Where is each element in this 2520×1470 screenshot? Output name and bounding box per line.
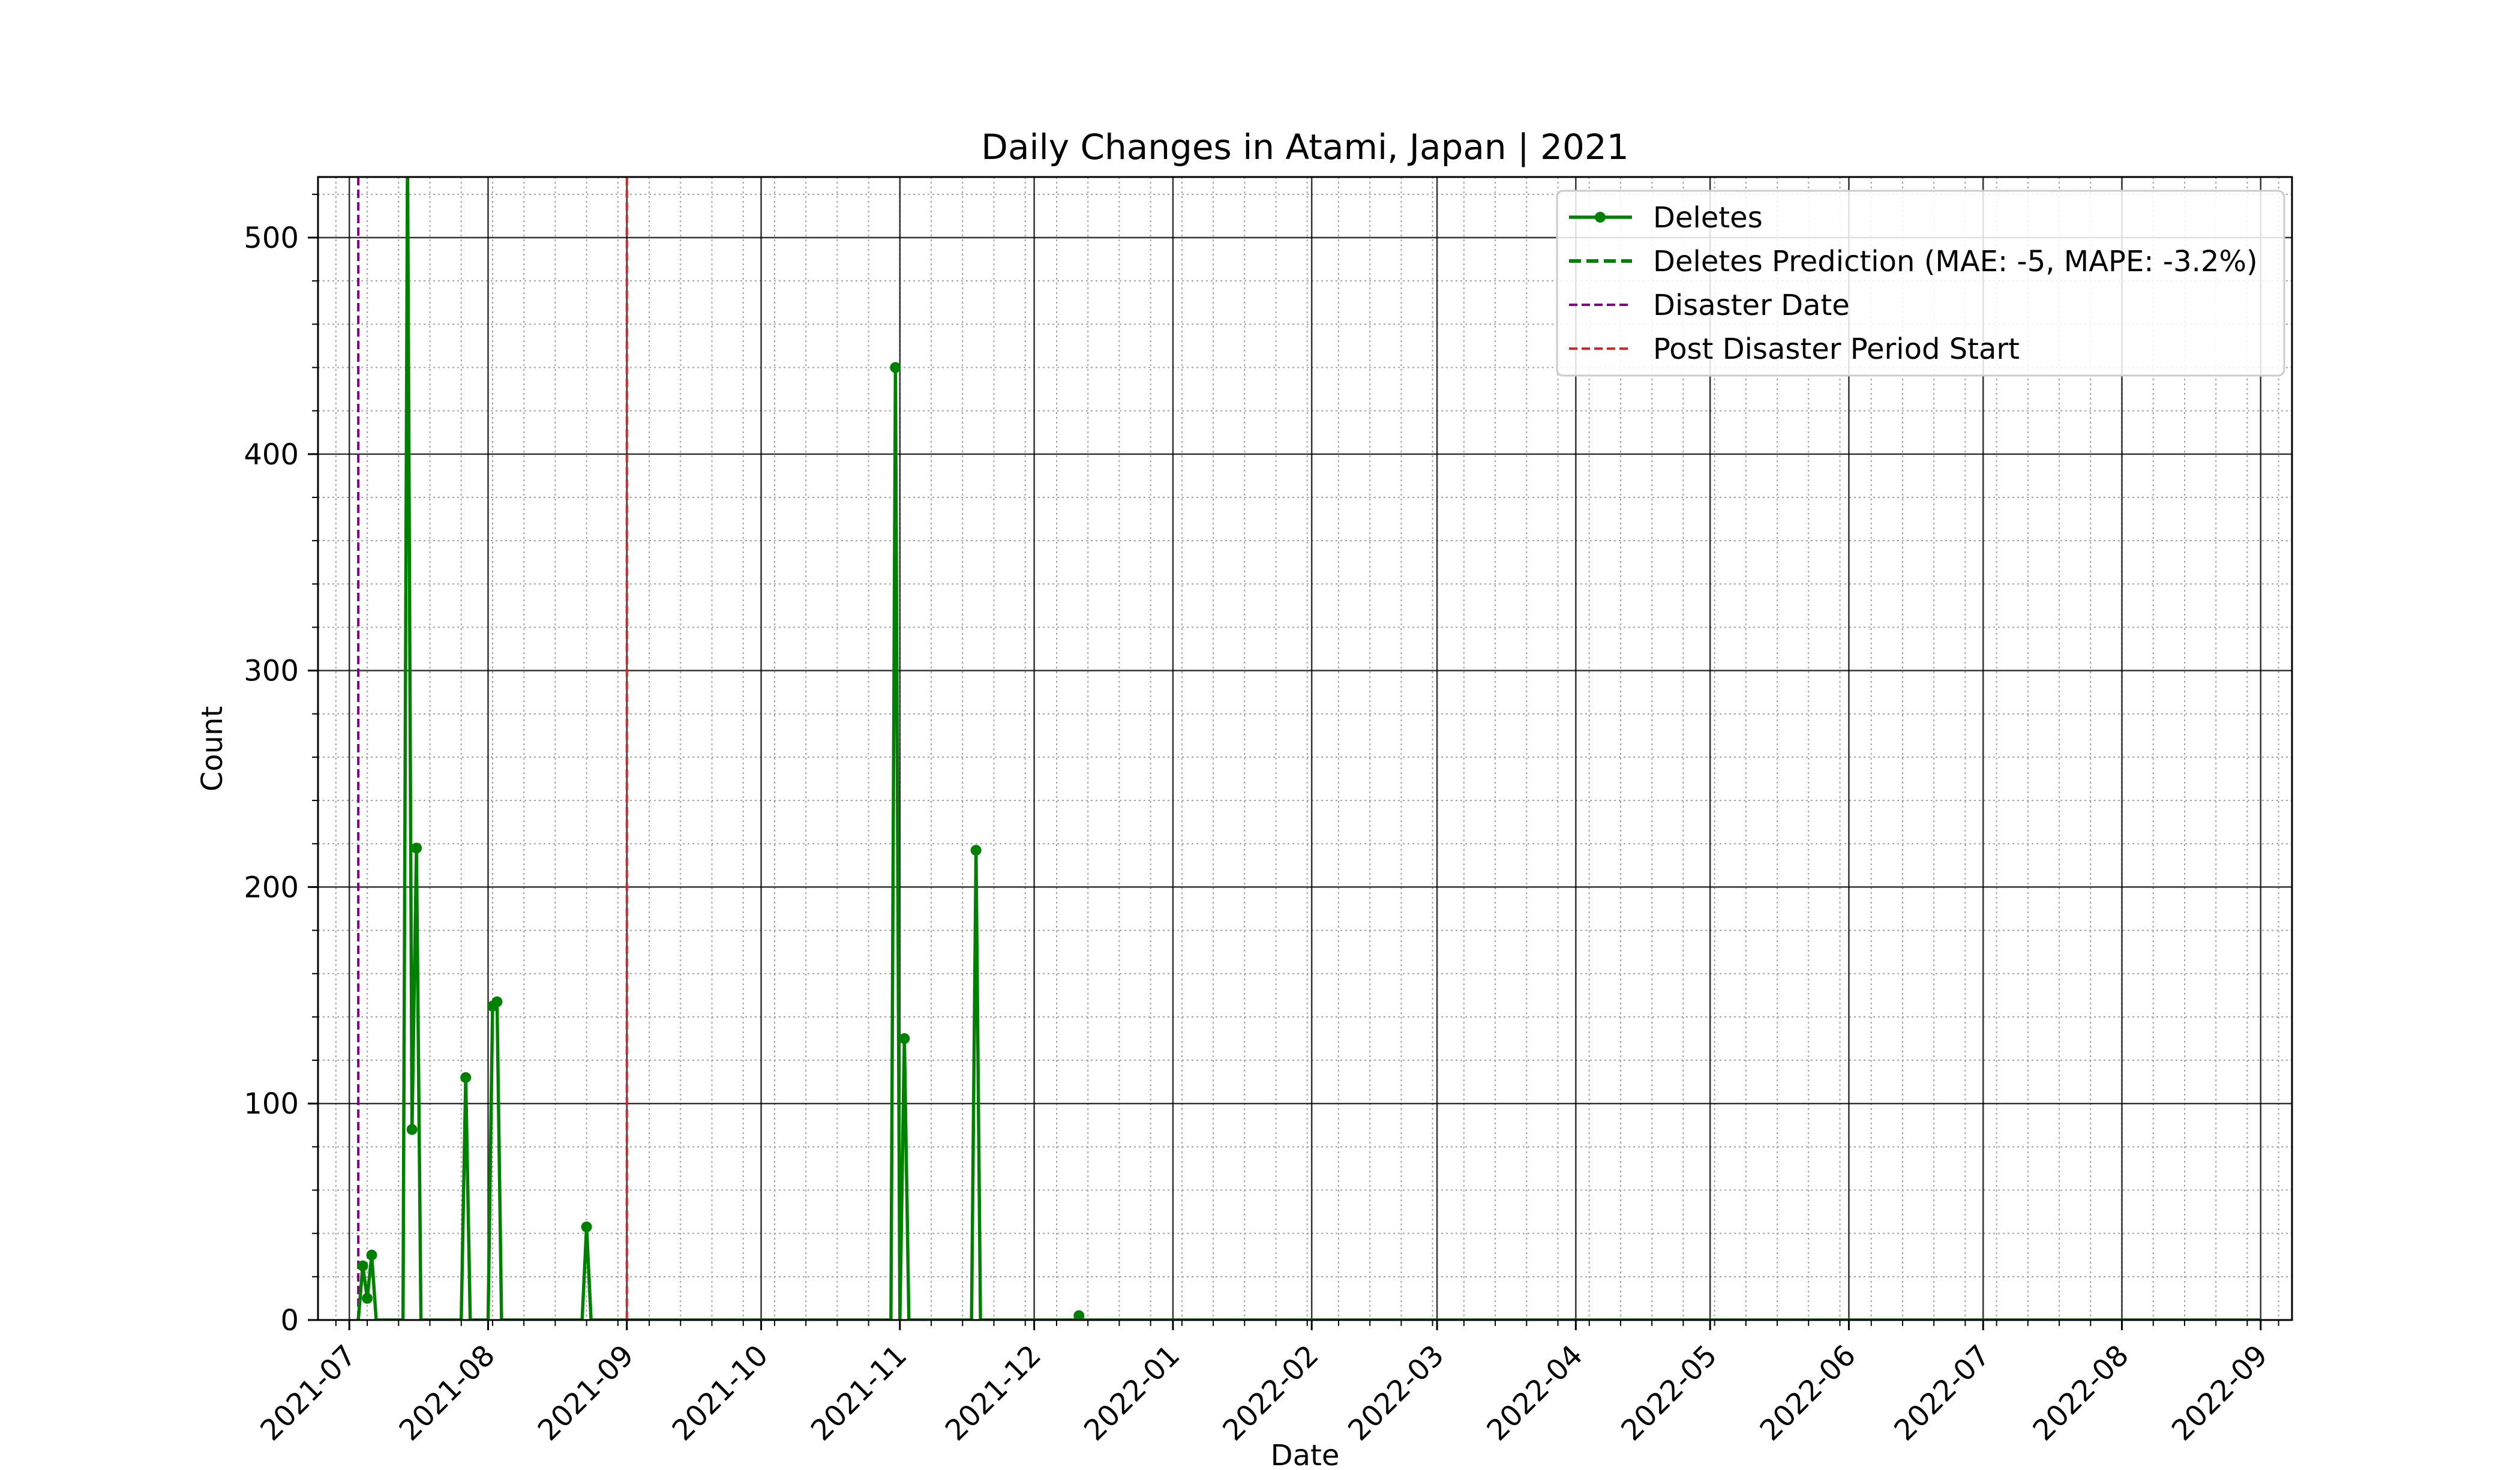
data-point xyxy=(1073,1310,1085,1320)
minor-grid xyxy=(318,177,2292,1320)
y-tick-label: 100 xyxy=(244,1087,299,1121)
y-axis: 0 100 200 300 400 500 xyxy=(244,193,318,1337)
y-tick-label: 500 xyxy=(244,221,299,255)
legend-label: Disaster Date xyxy=(1653,289,1850,322)
legend-box xyxy=(1556,190,2285,377)
chart-title: Daily Changes in Atami, Japan | 2021 xyxy=(981,127,1628,167)
legend-label: Post Disaster Period Start xyxy=(1653,332,2020,366)
legend-label: Deletes Prediction (MAE: -5, MAPE: -3.2%… xyxy=(1653,245,2258,278)
legend-marker xyxy=(1595,212,1606,223)
y-axis-title: Count xyxy=(196,706,229,792)
data-point xyxy=(899,1033,910,1044)
series-line xyxy=(356,177,2261,1320)
series-clip-group xyxy=(356,177,2261,1320)
y-tick-label: 300 xyxy=(244,655,299,688)
event-markers xyxy=(357,177,628,1320)
data-point xyxy=(411,842,422,854)
y-tick-label: 200 xyxy=(244,871,299,904)
legend: Deletes Deletes Prediction (MAE: -5, MAPE… xyxy=(1556,190,2285,377)
x-axis-title: Date xyxy=(1271,1439,1340,1470)
data-point xyxy=(460,1072,472,1083)
data-point xyxy=(890,362,901,373)
legend-label: Deletes xyxy=(1653,201,1763,235)
data-point xyxy=(357,1260,368,1271)
data-series xyxy=(356,177,2261,1320)
data-point xyxy=(970,845,982,856)
data-point xyxy=(406,1124,418,1135)
data-point xyxy=(491,996,503,1007)
data-point xyxy=(362,1292,373,1304)
data-point xyxy=(581,1221,592,1232)
plot-frame xyxy=(317,176,2293,1321)
y-tick-label: 0 xyxy=(280,1304,299,1337)
data-point xyxy=(366,1249,377,1261)
y-tick-label: 400 xyxy=(244,438,299,472)
